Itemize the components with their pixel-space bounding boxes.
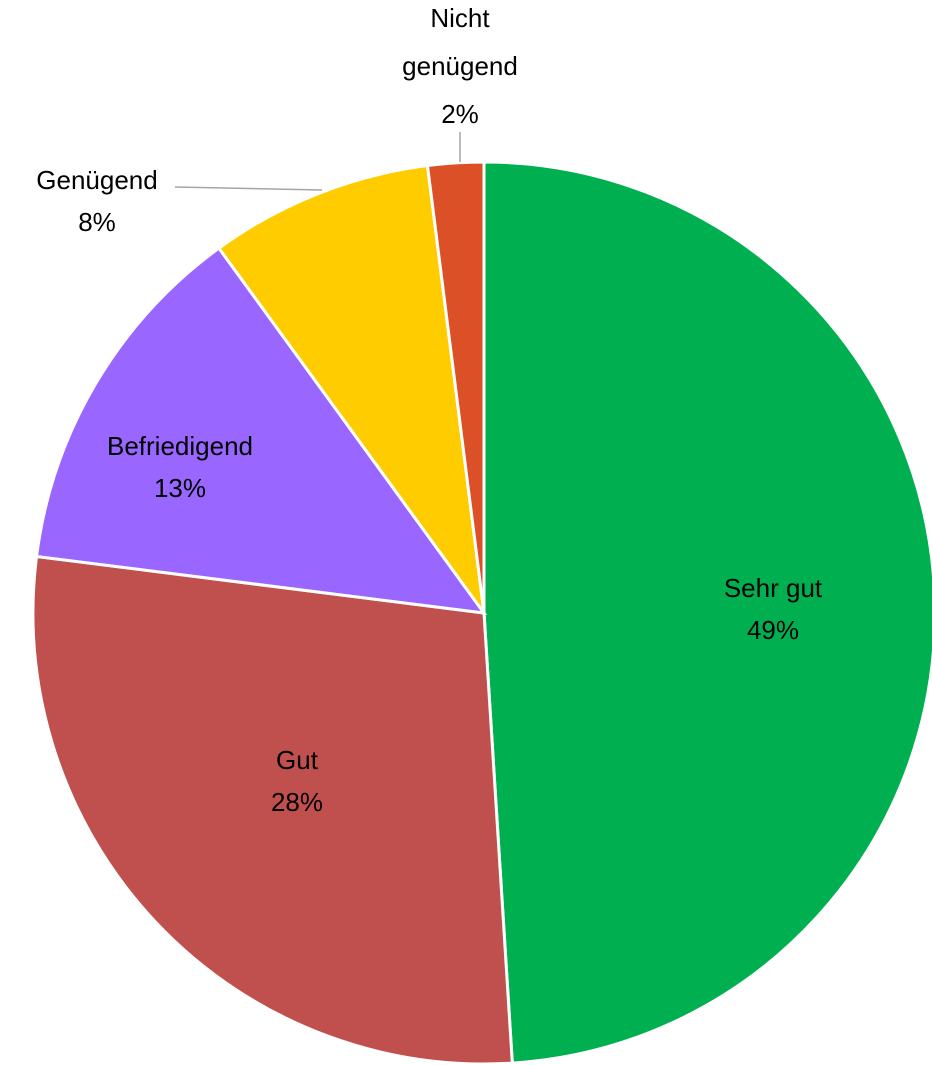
- pie-slice: [34, 246, 488, 615]
- category-label: Befriedigend: [107, 431, 253, 461]
- category-label: Nicht genügend: [402, 3, 518, 81]
- pie-slice: [482, 160, 932, 1065]
- pie-slice: [216, 163, 486, 614]
- pie-slice: [425, 160, 486, 614]
- value-label: 28%: [271, 787, 323, 817]
- value-label: 2%: [441, 99, 479, 129]
- category-label: Sehr gut: [724, 573, 823, 603]
- category-label: Gut: [276, 745, 319, 775]
- value-label: 49%: [747, 615, 799, 645]
- pie-slice: [31, 554, 514, 1065]
- leader-line: [174, 186, 323, 191]
- category-label: Genügend: [36, 165, 157, 195]
- value-label: 13%: [154, 473, 206, 503]
- value-label: 8%: [78, 207, 116, 237]
